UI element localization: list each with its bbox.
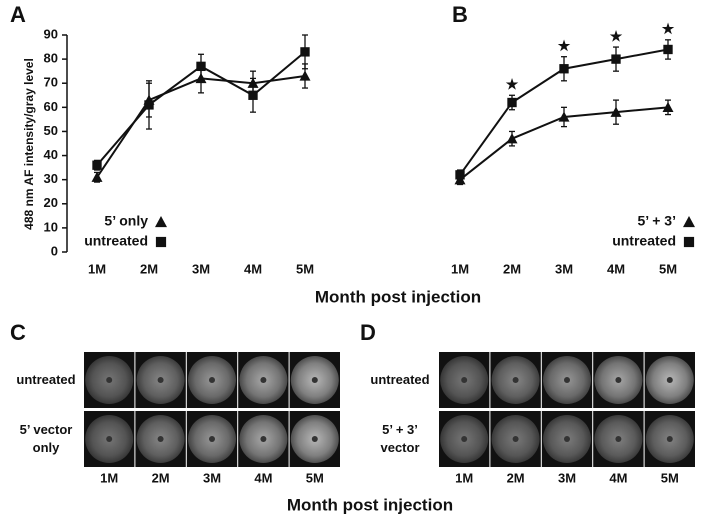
optic-disc bbox=[209, 436, 215, 442]
data-point bbox=[610, 106, 622, 117]
data-point bbox=[506, 133, 518, 144]
column-label: 4M bbox=[254, 470, 272, 485]
data-point bbox=[507, 97, 517, 108]
optic-disc bbox=[311, 436, 318, 442]
legend-label: untreated bbox=[84, 233, 148, 249]
data-point bbox=[558, 111, 570, 122]
optic-disc bbox=[106, 377, 113, 383]
column-label: 5M bbox=[661, 470, 679, 485]
significance-star: ★ bbox=[558, 37, 571, 53]
data-point bbox=[299, 70, 311, 81]
data-point bbox=[611, 54, 621, 64]
data-point bbox=[662, 101, 674, 113]
optic-disc bbox=[209, 377, 215, 383]
optic-disc bbox=[666, 377, 673, 383]
row-label: 5’ vector only bbox=[19, 422, 73, 455]
legend-label: 5’ only bbox=[104, 213, 148, 229]
y-tick-label: 70 bbox=[44, 75, 58, 90]
y-tick-label: 90 bbox=[44, 26, 58, 41]
x-axis-label: Month post injection bbox=[315, 287, 481, 306]
significance-star: ★ bbox=[506, 76, 519, 92]
row-label-box: 5’ + 3’ vector bbox=[380, 422, 420, 455]
row-label-box: untreated bbox=[16, 372, 76, 388]
row-label-box: 5’ vector only bbox=[19, 422, 73, 455]
y-tick-label: 0 bbox=[51, 243, 58, 258]
y-tick-label: 10 bbox=[44, 219, 58, 234]
optic-disc bbox=[564, 436, 570, 442]
optic-disc bbox=[512, 377, 519, 383]
optic-disc bbox=[260, 436, 267, 442]
x-tick-label: 3M bbox=[555, 261, 573, 276]
panel-letter: C bbox=[10, 320, 26, 345]
legend-marker bbox=[683, 236, 695, 248]
optic-disc bbox=[461, 377, 468, 383]
column-label: 2M bbox=[507, 470, 525, 485]
y-tick-label: 20 bbox=[44, 195, 58, 210]
column-label: 3M bbox=[203, 470, 221, 485]
data-point bbox=[663, 44, 673, 55]
optic-disc bbox=[461, 436, 468, 442]
x-tick-label: 5M bbox=[659, 261, 677, 276]
y-tick-label: 80 bbox=[44, 51, 58, 66]
data-point bbox=[248, 90, 258, 100]
x-tick-label: 4M bbox=[607, 261, 625, 276]
y-tick-label: 30 bbox=[44, 171, 58, 186]
x-tick-label: 5M bbox=[296, 261, 314, 276]
data-point bbox=[196, 61, 206, 72]
panel-letter: A bbox=[10, 2, 26, 27]
image-x-label: Month post injection bbox=[287, 495, 453, 514]
column-label: 1M bbox=[100, 470, 118, 485]
column-label: 5M bbox=[306, 470, 324, 485]
x-tick-label: 4M bbox=[244, 261, 262, 276]
x-tick-label: 1M bbox=[88, 261, 106, 276]
row-label-box: untreated bbox=[370, 372, 430, 388]
significance-star: ★ bbox=[610, 28, 623, 44]
optic-disc bbox=[157, 377, 164, 383]
legend-marker bbox=[683, 216, 695, 228]
y-tick-label: 40 bbox=[44, 147, 58, 162]
panel-letter: D bbox=[360, 320, 376, 345]
x-tick-label: 2M bbox=[140, 261, 158, 276]
column-label: 1M bbox=[455, 470, 473, 485]
row-label: untreated bbox=[370, 372, 430, 388]
column-label: 2M bbox=[152, 470, 170, 485]
panel-letter: B bbox=[452, 2, 468, 27]
optic-disc bbox=[260, 377, 267, 383]
data-point bbox=[144, 100, 154, 110]
data-point bbox=[92, 160, 102, 170]
y-tick-label: 60 bbox=[44, 99, 58, 114]
optic-disc bbox=[157, 436, 164, 442]
column-label: 4M bbox=[609, 470, 627, 485]
optic-disc bbox=[615, 377, 622, 383]
x-tick-label: 2M bbox=[503, 261, 521, 276]
data-point bbox=[91, 171, 103, 182]
legend-marker bbox=[155, 216, 167, 228]
x-tick-label: 3M bbox=[192, 261, 210, 276]
optic-disc bbox=[615, 436, 622, 442]
row-label: untreated bbox=[16, 372, 76, 388]
legend-marker bbox=[155, 236, 167, 248]
data-point bbox=[455, 170, 465, 180]
significance-star: ★ bbox=[662, 21, 675, 37]
optic-disc bbox=[311, 377, 318, 383]
column-label: 3M bbox=[558, 470, 576, 485]
optic-disc bbox=[106, 436, 113, 442]
x-tick-label: 1M bbox=[451, 261, 469, 276]
y-axis-label: 488 nm AF intensity/gray level bbox=[22, 58, 36, 230]
optic-disc bbox=[666, 436, 673, 442]
data-point bbox=[559, 64, 569, 74]
legend-label: 5’ + 3’ bbox=[637, 213, 676, 229]
legend-label: untreated bbox=[612, 233, 676, 249]
row-label: 5’ + 3’ vector bbox=[380, 422, 420, 455]
y-tick-label: 50 bbox=[44, 123, 58, 138]
optic-disc bbox=[564, 377, 570, 383]
optic-disc bbox=[512, 436, 519, 442]
data-point bbox=[300, 47, 310, 57]
